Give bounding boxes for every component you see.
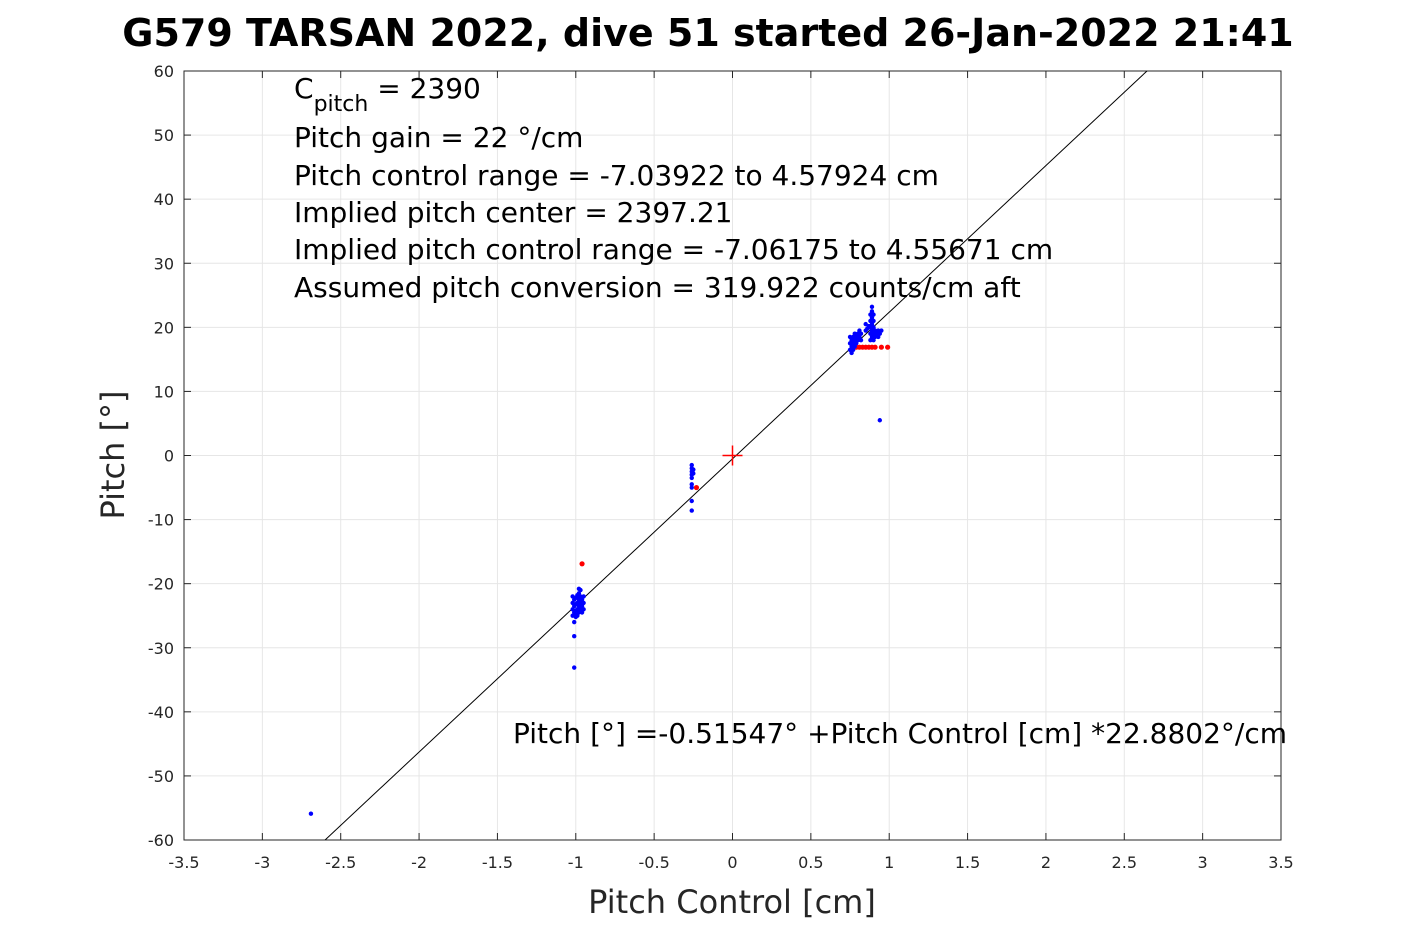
blue-data-point <box>877 418 883 423</box>
blue-data-point <box>689 485 694 490</box>
blue-data-point <box>689 498 694 504</box>
y-tick-label: 40 <box>154 190 174 209</box>
grid-lines <box>183 70 1282 841</box>
red-data-point <box>579 561 585 567</box>
x-tick-label: -2.5 <box>325 853 356 872</box>
y-tick-label: -20 <box>148 575 174 594</box>
y-tick-label: -40 <box>148 703 174 722</box>
x-tick-labels: -3.5 -3 -2.5 -2 -1.5 -1 -0.5 0 0.5 1 1.5 2 2.5 3 3.5 <box>168 853 1293 872</box>
blue-data-point <box>858 337 864 343</box>
x-tick-label: 0 <box>727 853 737 872</box>
blue-series-points <box>308 304 884 816</box>
blue-data-point <box>581 594 586 599</box>
x-tick-label: -0.5 <box>639 853 670 872</box>
red-data-point <box>872 344 878 350</box>
x-tick-label: -3.5 <box>168 853 199 872</box>
center-marker <box>722 445 743 466</box>
blue-data-point <box>581 600 586 606</box>
blue-data-point <box>572 619 577 625</box>
c-pitch-value: = 2390 <box>368 72 481 105</box>
y-tick-label: -50 <box>148 767 174 786</box>
x-tick-label: 3 <box>1198 853 1208 872</box>
plot-content <box>308 71 1148 840</box>
y-tick-label: -30 <box>148 639 174 658</box>
c-pitch-symbol: C <box>294 72 314 105</box>
blue-data-point <box>572 665 577 670</box>
x-tick-label: 1 <box>884 853 894 872</box>
blue-data-point <box>581 607 586 612</box>
annotation-assumed-pitch-conversion: Assumed pitch conversion = 319.922 count… <box>294 271 1021 304</box>
x-tick-label: 1.5 <box>955 853 980 872</box>
x-tick-label: 2.5 <box>1112 853 1137 872</box>
x-tick-label: 2 <box>1041 853 1051 872</box>
blue-data-point <box>308 811 314 816</box>
blue-data-point <box>691 467 696 472</box>
axis-ticks <box>183 70 1282 841</box>
blue-data-point <box>858 331 864 336</box>
blue-data-point <box>689 508 694 513</box>
x-tick-label: 0.5 <box>798 853 823 872</box>
y-tick-label: 30 <box>154 254 174 273</box>
blue-data-point <box>879 328 884 333</box>
x-tick-label: 3.5 <box>1268 853 1293 872</box>
y-tick-label: 50 <box>154 126 174 145</box>
y-tick-label: 10 <box>154 382 174 401</box>
fit-equation-label: Pitch [°] =-0.51547° +Pitch Control [cm]… <box>513 717 1287 750</box>
chart-title: G579 TARSAN 2022, dive 51 started 26-Jan… <box>122 11 1293 55</box>
blue-data-point <box>576 586 582 591</box>
blue-data-point <box>871 312 876 317</box>
red-data-point <box>885 344 891 350</box>
y-tick-label: -10 <box>148 511 174 530</box>
blue-data-point <box>691 471 696 476</box>
annotation-implied-pitch-control-range: Implied pitch control range = -7.06175 t… <box>294 233 1053 266</box>
annotation-pitch-gain: Pitch gain = 22 °/cm <box>294 121 583 154</box>
y-tick-label: -60 <box>148 831 174 850</box>
blue-data-point <box>689 482 694 487</box>
y-tick-label: 20 <box>154 318 174 337</box>
annotation-c-pitch: Cpitch = 2390 <box>294 72 481 117</box>
x-tick-label: -1.5 <box>482 853 513 872</box>
blue-data-point <box>575 593 580 598</box>
blue-data-point <box>689 462 694 468</box>
y-tick-label: 60 <box>154 62 174 81</box>
red-data-point <box>878 344 884 350</box>
blue-data-point <box>871 318 876 324</box>
red-data-point <box>693 484 700 491</box>
blue-data-point <box>573 612 578 617</box>
c-pitch-subscript: pitch <box>314 92 369 117</box>
y-tick-label: 0 <box>164 447 174 466</box>
x-tick-label: -1 <box>568 853 584 872</box>
annotation-block: Cpitch = 2390 Pitch gain = 22 °/cm Pitch… <box>294 72 1053 304</box>
annotation-pitch-control-range: Pitch control range = -7.03922 to 4.5792… <box>294 159 939 192</box>
x-tick-label: -3 <box>254 853 270 872</box>
blue-data-point <box>689 475 694 481</box>
annotation-implied-pitch-center: Implied pitch center = 2397.21 <box>294 196 732 229</box>
y-tick-labels: -60 -50 -40 -30 -20 -10 0 10 20 30 40 50 60 <box>148 62 174 850</box>
x-tick-label: -2 <box>411 853 427 872</box>
y-axis-label: Pitch [°] <box>94 390 132 519</box>
blue-data-point <box>572 634 577 639</box>
blue-data-point <box>869 304 875 310</box>
x-axis-label: Pitch Control [cm] <box>588 883 876 921</box>
